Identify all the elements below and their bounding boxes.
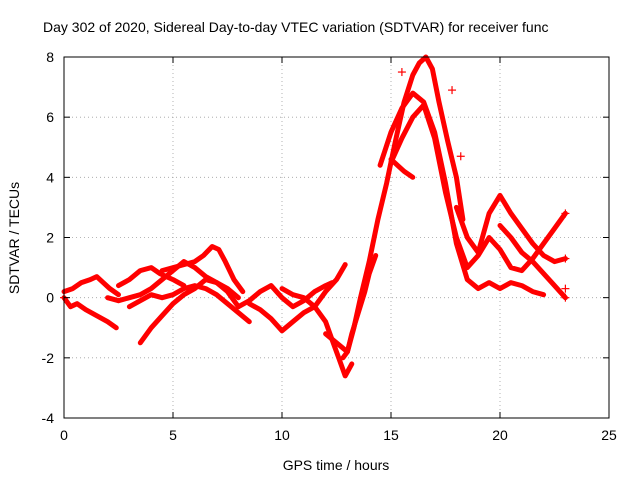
series-6 xyxy=(159,244,246,295)
series-13 xyxy=(377,90,547,298)
x-tick-label: 10 xyxy=(274,427,290,443)
y-tick-label: 6 xyxy=(46,109,54,125)
x-tick-label: 5 xyxy=(169,427,177,443)
x-tick-label: 0 xyxy=(60,427,68,443)
data-point xyxy=(397,68,406,77)
series-layer xyxy=(61,54,568,379)
y-tick-label: 0 xyxy=(46,290,54,306)
series-7 xyxy=(126,283,252,325)
data-point xyxy=(561,284,570,293)
series-3 xyxy=(116,265,187,289)
y-axis-label: SDTVAR / TECUs xyxy=(6,182,22,294)
data-point xyxy=(561,293,570,302)
x-tick-label: 15 xyxy=(383,427,399,443)
series-16 xyxy=(388,156,416,180)
y-tick-label: -2 xyxy=(42,350,55,366)
y-tick-label: 4 xyxy=(46,169,54,185)
data-point xyxy=(456,152,465,161)
y-tick-label: -4 xyxy=(42,410,55,426)
series-12 xyxy=(340,54,466,361)
data-point xyxy=(561,254,570,263)
series-1 xyxy=(61,274,121,298)
series-10 xyxy=(279,286,355,379)
series-15 xyxy=(453,192,568,265)
chart-title: Day 302 of 2020, Sidereal Day-to-day VTE… xyxy=(43,19,549,35)
marks-layer xyxy=(60,68,570,302)
x-tick-label: 25 xyxy=(601,427,617,443)
series-2 xyxy=(61,295,119,331)
y-tick-label: 8 xyxy=(46,49,54,65)
y-tick-label: 2 xyxy=(46,230,54,246)
series-8 xyxy=(235,280,335,310)
series-17 xyxy=(497,223,568,301)
series-5 xyxy=(105,259,241,310)
x-axis-label: GPS time / hours xyxy=(283,457,390,473)
data-point xyxy=(561,209,570,218)
series-9 xyxy=(246,262,348,334)
axis-ticks: 0 5 10 15 20 25 -4 -2 0 2 4 6 8 xyxy=(42,49,617,443)
series-14 xyxy=(388,102,568,274)
data-point xyxy=(448,86,457,95)
x-tick-label: 20 xyxy=(492,427,508,443)
